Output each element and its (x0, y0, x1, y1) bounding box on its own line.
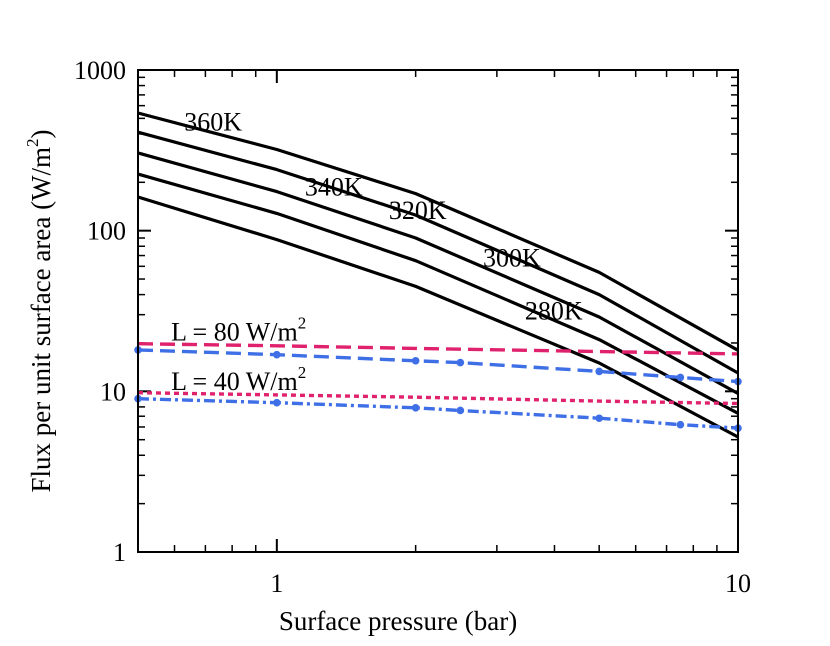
major-ticks (138, 69, 739, 553)
x-axis-title: Surface pressure (bar) (279, 606, 517, 636)
y-axis-title-main: Flux per unit surface area (W/m (26, 147, 56, 493)
data-point (411, 403, 420, 412)
y-axis-title-close: ) (26, 129, 56, 138)
curve-annotation: 320K (389, 196, 447, 225)
series-line-model-8 (137, 397, 739, 430)
data-point (273, 398, 281, 407)
annotation-layer: 360K 340K 320K 300K 280K L = 80 W/m2 L = 40 W/… (171, 108, 583, 396)
data-point (411, 356, 420, 365)
tick-labels: 1 10 1 10 100 1000 (74, 56, 751, 598)
curve-annotation: 360K (184, 108, 242, 137)
marker-layer (134, 346, 742, 432)
x-tick-label: 10 (725, 569, 751, 598)
series-line-360k (137, 111, 739, 352)
series-line-340k (137, 130, 739, 375)
curve-annotation: 300K (483, 243, 541, 272)
series-line-300k (137, 172, 739, 415)
y-tick-label: 100 (87, 217, 126, 246)
plot-frame (137, 69, 739, 553)
series-line-l-80-w-m2 (137, 342, 739, 356)
x-tick-label: 1 (270, 569, 283, 598)
series-line-320k (137, 151, 739, 395)
minor-ticks (138, 70, 738, 552)
series-line-280k (137, 195, 739, 439)
curve-annotation: L = 80 W/m2 (171, 314, 306, 347)
data-point (456, 406, 465, 415)
curve-annotation: 340K (305, 173, 363, 202)
y-tick-label: 1000 (74, 56, 126, 85)
data-point (676, 373, 685, 382)
curve-annotation: 280K (525, 296, 583, 325)
series-line-l-40-w-m2 (137, 391, 739, 406)
data-point (595, 414, 603, 423)
y-tick-label: 10 (100, 377, 126, 406)
data-point (676, 420, 685, 429)
y-axis-title: Flux per unit surface area (W/m2) (23, 129, 56, 492)
data-point (273, 350, 281, 359)
data-point (456, 358, 465, 367)
y-axis-title-sup: 2 (23, 138, 42, 147)
data-point (595, 367, 603, 376)
curve-annotation: L = 40 W/m2 (171, 363, 306, 396)
y-tick-label: 1 (113, 538, 126, 567)
